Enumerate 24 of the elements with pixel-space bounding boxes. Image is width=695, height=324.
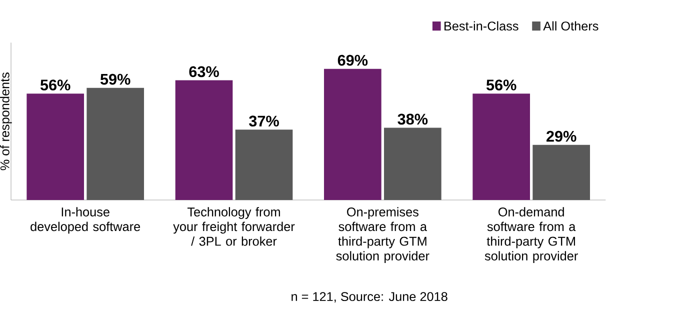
y-axis-title: % of respondents xyxy=(0,72,12,170)
data-label: 38% xyxy=(398,114,428,125)
bar xyxy=(384,128,442,200)
text: n = 121, Source: June 2018 xyxy=(292,292,448,303)
x-tick-label: Technology from your freight forwarder / 3PL or broker xyxy=(173,207,295,246)
data-label: 56% xyxy=(40,80,70,90)
data-label: 29% xyxy=(546,130,576,142)
x-tick-label: In-house developed software xyxy=(30,207,140,234)
bar xyxy=(86,88,144,200)
data-label: 63% xyxy=(189,66,219,78)
legend-label: Best-in-Class xyxy=(444,21,518,31)
data-label: 37% xyxy=(249,116,279,127)
bar xyxy=(532,144,590,200)
bar xyxy=(26,94,84,200)
x-tick-label: On-premises software from a third-party GTM solution provider xyxy=(336,207,430,263)
x-tick-label: On-demand software from a third-party GTM solution provider xyxy=(484,207,578,263)
bar xyxy=(472,94,530,200)
data-label: 69% xyxy=(338,54,368,66)
legend-label: All Others xyxy=(543,21,598,31)
data-label: 56% xyxy=(486,80,516,90)
bar xyxy=(324,68,382,200)
bar xyxy=(175,80,233,200)
bar xyxy=(235,130,293,200)
data-label: 59% xyxy=(100,74,130,85)
